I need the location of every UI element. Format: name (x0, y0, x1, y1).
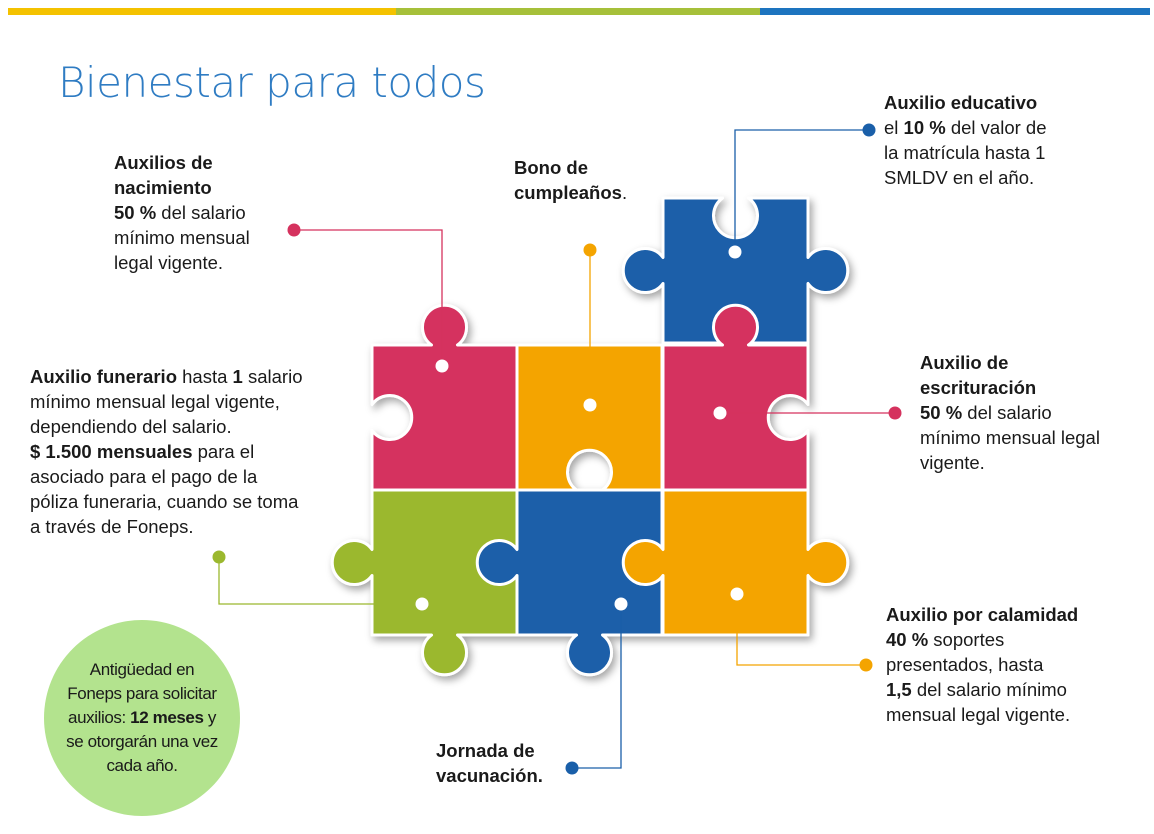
nacimiento-line-2: mínimo mensual (114, 227, 250, 248)
calamidad-line-1-rest: soportes (928, 629, 1005, 650)
cumpleanos-heading-2: cumpleaños (514, 182, 622, 203)
leader-funerario-inner-dot (415, 597, 429, 611)
badge-line-2: Foneps para solicitar (67, 684, 217, 703)
puzzle-piece-educativo (621, 196, 850, 345)
educativo-line-1: el 10 % del valor de (884, 115, 1047, 140)
callout-escrituracion: Auxilio de escrituración 50 % del salari… (920, 350, 1100, 475)
badge-line-5: cada año. (106, 756, 178, 775)
educativo-line-2: la matrícula hasta 1 (884, 142, 1046, 163)
escrituracion-line-1: 50 % del salario (920, 400, 1100, 425)
escrituracion-line-3: vigente. (920, 452, 985, 473)
calamidad-percent: 40 % (886, 629, 929, 650)
puzzle-piece-vacunacion (475, 488, 664, 677)
funerario-line-2: mínimo mensual legal vigente, (30, 391, 280, 412)
leader-funerario-line (218, 557, 422, 605)
funerario-line-4: $ 1.500 mensuales para el (30, 439, 302, 464)
calamidad-line-3-rest: del salario mínimo (911, 679, 1067, 700)
nacimiento-line-3: legal vigente. (114, 252, 224, 273)
calamidad-line-3: 1,5 del salario mínimo (886, 677, 1078, 702)
nacimiento-heading-1: Auxilios de (114, 152, 213, 173)
top-bar-yellow (8, 8, 396, 15)
antiguedad-badge: Antigüedad en Foneps para solicitar auxi… (44, 620, 240, 816)
funerario-line-1-end: salario (242, 366, 303, 387)
puzzle-piece-funerario (330, 488, 519, 677)
escrituracion-percent: 50 % (920, 402, 963, 423)
funerario-line-5: asociado para el pago de la (30, 466, 258, 487)
nacimiento-line-1-rest: del salario (156, 202, 246, 223)
leader-vacunacion-line (572, 604, 622, 769)
badge-months: 12 meses (130, 708, 204, 727)
page-title: Bienestar para todos (58, 58, 486, 107)
educativo-percent: 10 % (903, 117, 946, 138)
puzzle-piece-calamidad (621, 488, 850, 637)
leader-cumpleanos-outer-dot (583, 243, 597, 257)
escrituracion-heading-1: Auxilio de (920, 352, 1009, 373)
leader-escrituracion-inner-dot (713, 406, 727, 420)
badge-line-3-post: y (203, 708, 217, 727)
nacimiento-line-1: 50 % del salario (114, 200, 250, 225)
leader-nacimiento-line (294, 229, 443, 366)
callout-vacunacion: Jornada de vacunación. (436, 738, 543, 788)
funerario-line-7: a través de Foneps. (30, 516, 194, 537)
nacimiento-heading-2: nacimiento (114, 177, 212, 198)
leader-nacimiento-inner-dot (435, 359, 449, 373)
badge-line-3-pre: auxilios: (68, 708, 131, 727)
callout-calamidad: Auxilio por calamidad 40 % soportes pres… (886, 602, 1078, 727)
educativo-line-3: SMLDV en el año. (884, 167, 1035, 188)
leader-calamidad-inner-dot (730, 587, 744, 601)
escrituracion-line-1-rest: del salario (962, 402, 1052, 423)
leader-nacimiento-outer-dot (287, 223, 301, 237)
badge-line-1: Antigüedad en (89, 660, 195, 679)
leader-educativo-inner-dot (728, 245, 742, 259)
calamidad-heading: Auxilio por calamidad (886, 604, 1079, 625)
puzzle-piece-cumpleanos (515, 343, 664, 492)
escrituracion-line-2: mínimo mensual legal (920, 427, 1100, 448)
vacunacion-heading-1: Jornada de (436, 740, 535, 761)
funerario-amount: $ 1.500 mensuales (30, 441, 193, 462)
cumpleanos-dot: . (621, 182, 628, 203)
top-bar-green (396, 8, 760, 15)
top-bar-blue (760, 8, 1150, 15)
callout-cumpleanos: Bono de cumpleaños. (514, 155, 627, 205)
nacimiento-percent: 50 % (114, 202, 157, 223)
leader-escrituracion-outer-dot (888, 406, 902, 420)
funerario-line-1: Auxilio funerario hasta 1 salario (30, 364, 302, 389)
funerario-line-6: póliza funeraria, cuando se toma (30, 491, 299, 512)
leader-calamidad-outer-dot (859, 658, 873, 672)
calamidad-line-1: 40 % soportes (886, 627, 1078, 652)
leader-cumpleanos-inner-dot (583, 398, 597, 412)
escrituracion-heading-2: escrituración (920, 377, 1037, 398)
funerario-line-3: dependiendo del salario. (30, 416, 232, 437)
cumpleanos-heading-1: Bono de (514, 157, 588, 178)
educativo-pre: el (884, 117, 904, 138)
leader-educativo-outer-dot (862, 123, 876, 137)
educativo-heading: Auxilio educativo (884, 92, 1038, 113)
vacunacion-heading-2: vacunación. (436, 765, 543, 786)
callout-educativo: Auxilio educativo el 10 % del valor de l… (884, 90, 1047, 190)
educativo-line-1-rest: del valor de (945, 117, 1047, 138)
calamidad-line-4: mensual legal vigente. (886, 704, 1071, 725)
calamidad-number: 1,5 (886, 679, 912, 700)
funerario-line-1-mid: hasta (177, 366, 233, 387)
leader-funerario-outer-dot (212, 550, 226, 564)
badge-line-4: se otorgarán una vez (66, 732, 218, 751)
cumpleanos-line-2: cumpleaños. (514, 180, 627, 205)
calamidad-line-2: presentados, hasta (886, 654, 1044, 675)
funerario-heading: Auxilio funerario (30, 366, 177, 387)
leader-educativo-line (734, 129, 869, 252)
leader-vacunacion-inner-dot (614, 597, 628, 611)
callout-nacimiento: Auxilios de nacimiento 50 % del salario … (114, 150, 250, 275)
badge-text: Antigüedad en Foneps para solicitar auxi… (62, 658, 222, 778)
funerario-number: 1 (232, 366, 243, 387)
funerario-line-4-end: para el (192, 441, 255, 462)
leader-calamidad-line (736, 594, 866, 666)
leader-vacunacion-outer-dot (565, 761, 579, 775)
callout-funerario: Auxilio funerario hasta 1 salario mínimo… (30, 364, 302, 539)
